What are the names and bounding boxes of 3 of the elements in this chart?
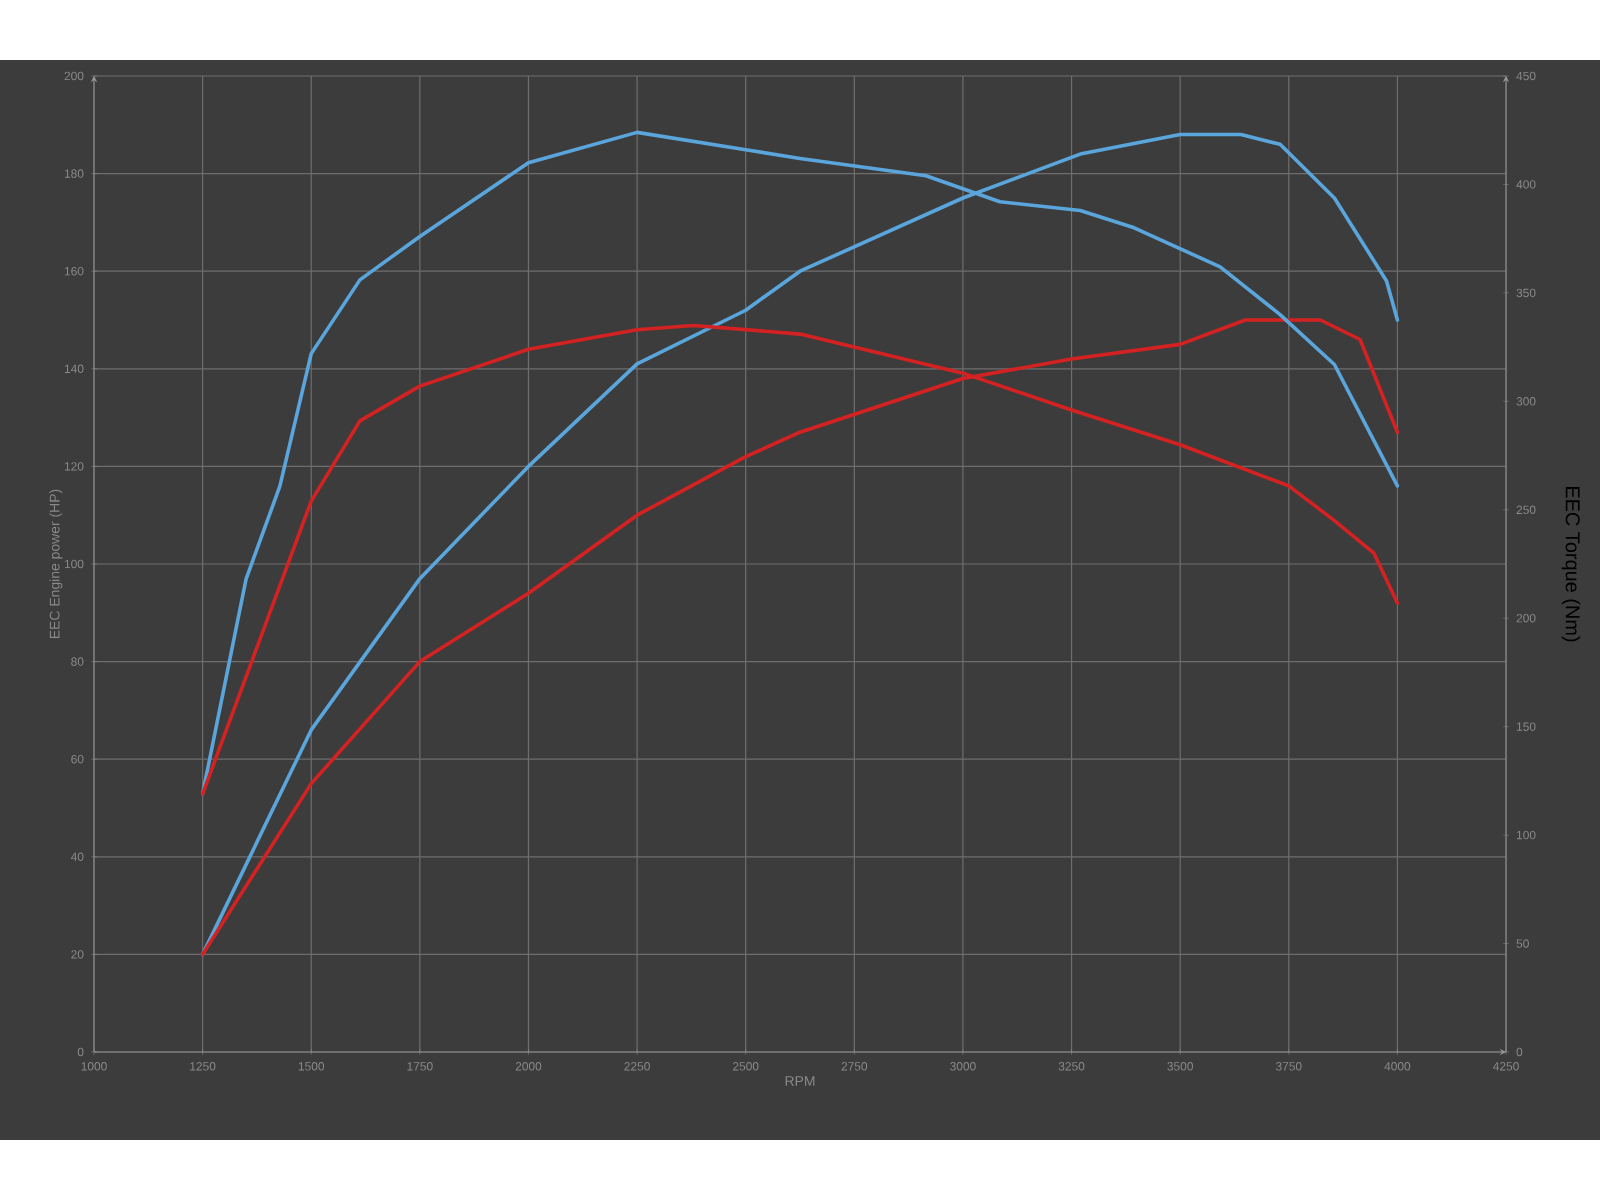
line-series <box>200 132 1400 957</box>
y2-axis-title: EEC Torque (Nm) <box>1561 487 1581 642</box>
line-series <box>200 318 1400 957</box>
